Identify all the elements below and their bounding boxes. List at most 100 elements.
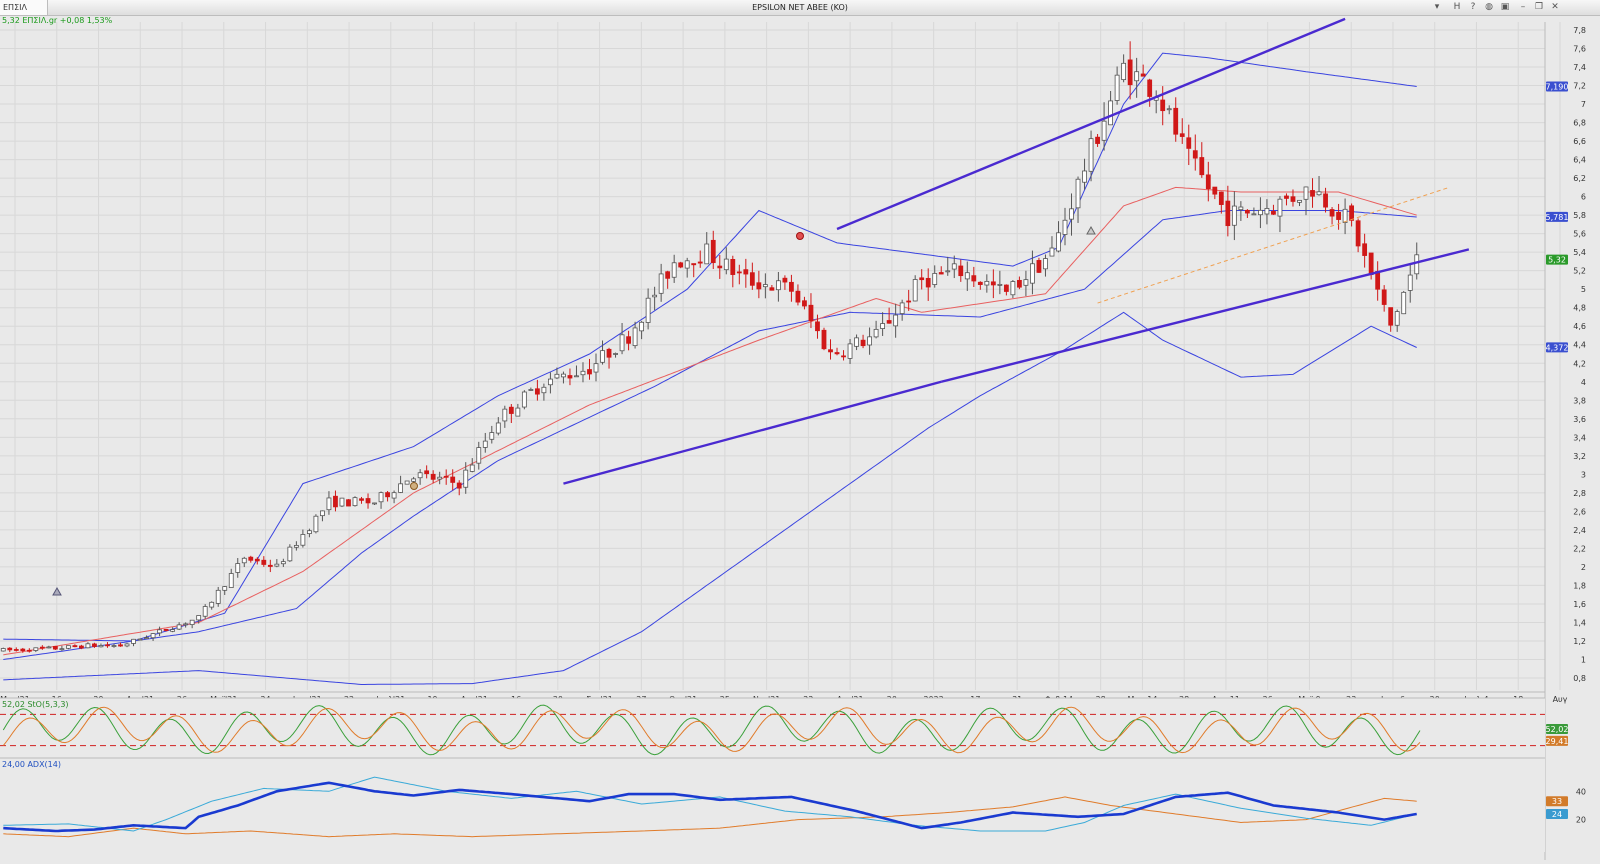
question-icon[interactable]: ? — [1470, 2, 1476, 12]
price-quote: 5,32 ΕΠΣΙΛ.gr +0,08 1,53% — [2, 16, 113, 25]
candle-body — [248, 556, 254, 561]
candle-body — [691, 263, 697, 266]
y-tick-label: 7,2 — [1573, 82, 1586, 91]
candle-body — [20, 648, 26, 651]
y-tick-label: 6 — [1581, 193, 1586, 202]
candle-body — [854, 337, 859, 347]
restore-icon[interactable]: ❐ — [1534, 2, 1544, 12]
lock-icon[interactable]: ▣ — [1500, 2, 1510, 12]
y-tick-label: 3,4 — [1573, 433, 1586, 442]
stochastic-k-flag: 52,02 — [1546, 725, 1569, 734]
candle-body — [1114, 74, 1120, 101]
chevron-down-icon[interactable]: ▾ — [1434, 2, 1440, 12]
candle-body — [1349, 205, 1355, 221]
candle-body — [241, 557, 247, 564]
candles — [0, 41, 1420, 653]
candle-body — [554, 373, 560, 379]
stochastic-k-line — [2, 704, 1421, 756]
candle-body — [1329, 209, 1335, 217]
candle-body — [1218, 191, 1224, 205]
candle-body — [873, 328, 879, 338]
candle-body — [79, 645, 84, 649]
candle-body — [951, 263, 957, 270]
candle-body — [183, 623, 189, 626]
symbol-tab[interactable]: ΕΠΣΙΛ — [0, 0, 48, 15]
trendline — [836, 17, 1346, 231]
y-tick-label: 1,2 — [1573, 637, 1586, 646]
stochastic-title: 52,02 StO(5,3,3) — [2, 700, 69, 709]
candle-body — [359, 498, 364, 501]
candle-body — [352, 497, 358, 507]
candle-body — [1134, 71, 1140, 82]
candle-body — [1407, 274, 1413, 291]
candle-body — [534, 388, 540, 395]
y-tick-label: 5 — [1581, 285, 1586, 294]
stochastic-d-flag: 29,41 — [1546, 737, 1569, 746]
h-button[interactable]: H — [1453, 2, 1461, 12]
candle-body — [730, 259, 736, 275]
candle-body — [131, 638, 136, 644]
adx-bg — [0, 758, 1545, 852]
candle-body — [489, 432, 495, 440]
candle-body — [98, 645, 104, 648]
candle-body — [150, 633, 156, 639]
middle-band-flag-bg — [1546, 211, 1568, 222]
y-tick-label: 0,8 — [1573, 674, 1586, 683]
y-tick-label: 7 — [1581, 100, 1586, 109]
candle-body — [665, 271, 671, 279]
candle-body — [437, 476, 443, 480]
candle-body — [899, 302, 905, 314]
close-icon[interactable]: ✕ — [1551, 2, 1559, 12]
candle-body — [398, 483, 403, 493]
candle-body — [170, 629, 176, 632]
lower-band-flag: 4,372 — [1546, 343, 1569, 352]
candle-body — [469, 464, 475, 472]
candle-body — [1375, 271, 1381, 290]
candle-body — [1277, 198, 1283, 217]
candle-body — [1238, 206, 1244, 211]
candle-body — [307, 530, 312, 535]
candle-body — [1271, 211, 1276, 215]
candle-body — [782, 277, 788, 283]
adx-minus-di-line — [3, 796, 1417, 838]
candle-body — [1075, 178, 1081, 209]
y-tick-label: 4,8 — [1573, 304, 1586, 313]
minimize-icon[interactable]: – — [1520, 2, 1526, 12]
candle-body — [736, 271, 742, 274]
candle-body — [880, 323, 886, 329]
candle-body — [1231, 205, 1237, 226]
candle-body — [346, 499, 351, 507]
candle-body — [580, 370, 586, 376]
candle-body — [775, 280, 781, 291]
value-flags: 7,190 5,781 5,32 4,372 52,02 29,41 33 24 — [1546, 81, 1569, 819]
candle-body — [417, 472, 423, 479]
candle-body — [587, 369, 592, 375]
candle-body — [912, 279, 918, 302]
event-marker-icon — [796, 232, 804, 240]
candle-body — [1062, 219, 1068, 235]
candle-body — [65, 645, 71, 649]
candle-body — [72, 645, 78, 648]
trendlines — [563, 17, 1470, 485]
candle-body — [671, 262, 677, 278]
candle-body — [46, 646, 52, 649]
candle-body — [1056, 232, 1061, 252]
trendline — [940, 248, 1470, 383]
candle-body — [632, 327, 638, 347]
candle-body — [333, 495, 338, 508]
candle-body — [13, 649, 19, 651]
candle-body — [118, 644, 123, 647]
candle-body — [391, 492, 397, 499]
candle-body — [85, 643, 91, 649]
candle-body — [958, 265, 964, 277]
candle-body — [476, 447, 482, 464]
candle-body — [424, 470, 430, 475]
help-icon[interactable]: ◍ — [1485, 2, 1493, 12]
y-tick-label: 7,4 — [1573, 63, 1586, 72]
candle-body — [769, 287, 775, 291]
price-flag-bg — [1546, 254, 1568, 265]
candle-body — [619, 334, 625, 352]
grid — [0, 22, 1561, 690]
candle-body — [743, 269, 749, 275]
